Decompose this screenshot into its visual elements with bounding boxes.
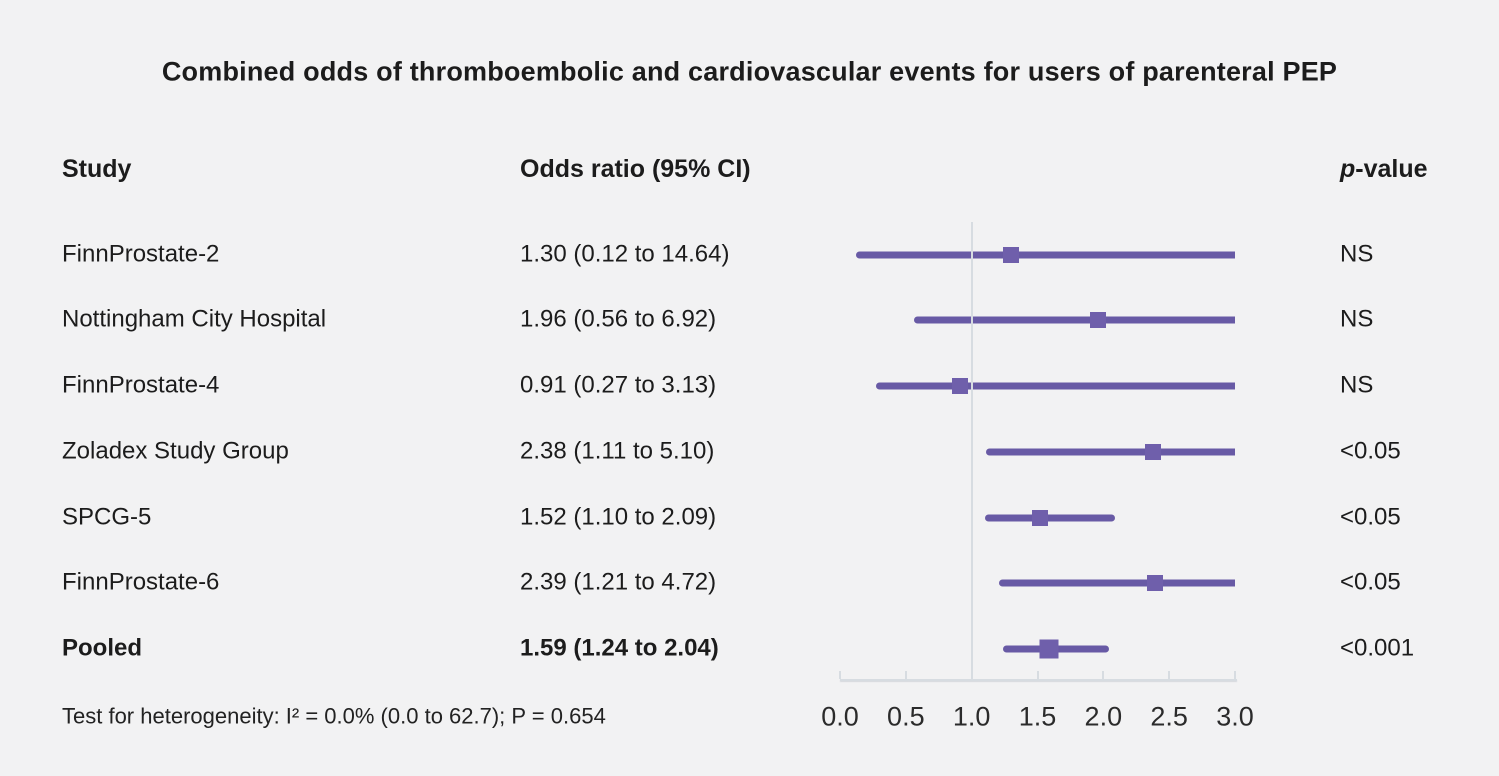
x-axis-tick	[1036, 671, 1039, 679]
study-label: Pooled	[62, 634, 143, 662]
x-axis-tick	[839, 671, 841, 679]
reference-line	[970, 222, 973, 679]
p-value-label: NS	[1340, 239, 1374, 267]
p-value-label: <0.05	[1340, 568, 1401, 596]
ci-line	[984, 514, 1116, 521]
estimate-marker	[1003, 246, 1020, 263]
estimate-marker	[1145, 443, 1162, 460]
column-header-odds-ratio: Odds ratio (95% CI)	[520, 154, 751, 183]
x-axis-tick-label: 3.0	[1216, 701, 1254, 732]
x-axis-tick	[1102, 671, 1105, 679]
odds-ratio-label: 2.38 (1.11 to 5.10)	[520, 437, 715, 465]
odds-ratio-label: 2.39 (1.21 to 4.72)	[520, 568, 717, 596]
x-axis-tick-label: 0.5	[887, 701, 925, 732]
p-value-label: <0.05	[1340, 502, 1401, 530]
pooled-estimate-marker	[1039, 639, 1059, 659]
odds-ratio-label: 1.59 (1.24 to 2.04)	[520, 634, 719, 662]
odds-ratio-label: 1.96 (0.56 to 6.92)	[520, 305, 717, 333]
study-label: FinnProstate-2	[62, 239, 220, 267]
x-axis-tick	[904, 671, 907, 679]
heterogeneity-note: Test for heterogeneity: I² = 0.0% (0.0 t…	[62, 703, 606, 729]
x-axis-tick	[1234, 671, 1236, 679]
x-axis-line	[840, 679, 1237, 681]
x-axis-tick-label: 1.0	[952, 701, 991, 732]
study-label: Nottingham City Hospital	[62, 305, 327, 333]
ci-line	[986, 448, 1235, 456]
x-axis-tick	[970, 671, 973, 679]
odds-ratio-label: 1.30 (0.12 to 14.64)	[520, 239, 730, 267]
study-label: SPCG-5	[62, 502, 152, 530]
x-axis-tick-label: 1.5	[1018, 701, 1057, 732]
study-label: FinnProstate-6	[62, 568, 220, 596]
p-value-label: <0.001	[1340, 634, 1415, 662]
odds-ratio-label: 1.52 (1.10 to 2.09)	[520, 502, 717, 530]
study-label: Zoladex Study Group	[62, 437, 289, 465]
p-value-label: <0.05	[1340, 437, 1401, 465]
ci-line	[855, 251, 1235, 258]
estimate-marker	[1146, 575, 1163, 592]
study-label: FinnProstate-4	[62, 371, 220, 399]
ci-line	[999, 579, 1235, 587]
p-value-label: NS	[1340, 371, 1374, 399]
column-header-p-value: p-value	[1340, 155, 1428, 184]
column-header-study: Study	[62, 154, 132, 183]
odds-ratio-label: 0.91 (0.27 to 3.13)	[520, 371, 717, 399]
estimate-marker	[951, 378, 968, 394]
p-value-header-suffix: -value	[1355, 154, 1428, 183]
ci-line	[875, 382, 1235, 390]
estimate-marker	[1032, 509, 1049, 526]
p-value-label: NS	[1340, 305, 1374, 333]
p-value-header-italic-p: p	[1340, 154, 1356, 183]
estimate-marker	[1090, 312, 1107, 329]
x-axis-tick-label: 2.5	[1150, 701, 1188, 732]
figure-title: Combined odds of thromboembolic and card…	[161, 56, 1338, 87]
x-axis-tick-label: 0.0	[821, 701, 859, 732]
ci-line	[913, 316, 1235, 324]
x-axis-tick	[1168, 671, 1171, 679]
x-axis-tick-label: 2.0	[1084, 701, 1123, 732]
